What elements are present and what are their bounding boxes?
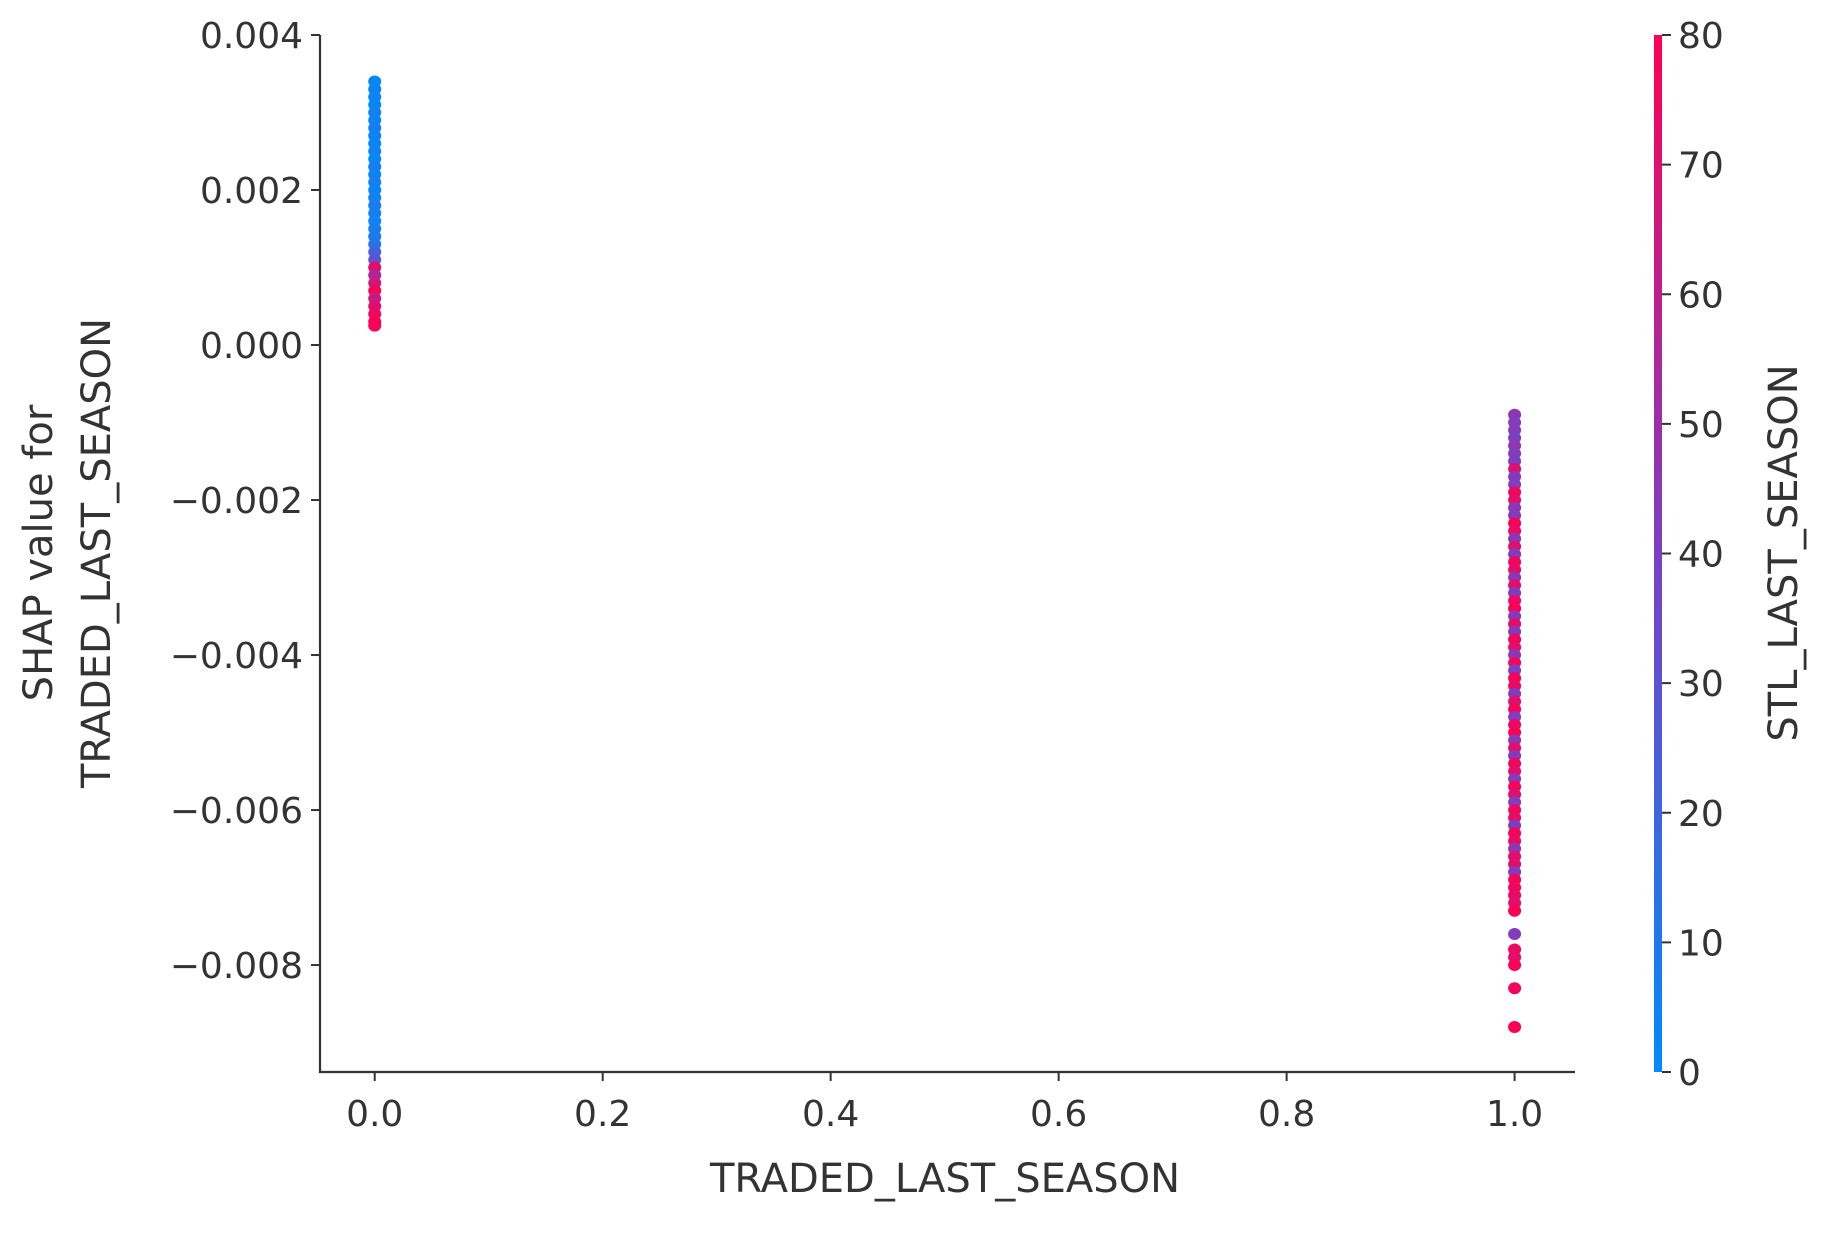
y-axis-label-line1: SHAP value for xyxy=(16,404,62,701)
x-ticks: 0.0 0.2 0.4 0.6 0.8 1.0 xyxy=(346,1072,1543,1135)
y-tick-label: −0.004 xyxy=(170,636,303,677)
data-point xyxy=(1508,904,1522,917)
x-tick-label: 0.8 xyxy=(1258,1094,1315,1135)
y-axis-label-line2: TRADED_LAST_SEASON xyxy=(74,318,120,789)
y-tick-label: −0.002 xyxy=(170,481,303,522)
colorbar-tick-label: 60 xyxy=(1678,275,1724,316)
scatter-points xyxy=(368,75,1522,1034)
y-ticks: 0.004 0.002 0.000 −0.002 −0.004 −0.006 −0.008 xyxy=(170,16,320,987)
data-point xyxy=(1508,1021,1522,1034)
x-axis-label: TRADED_LAST_SEASON xyxy=(709,1156,1180,1202)
x-tick-label: 0.0 xyxy=(346,1094,403,1135)
y-tick-label: 0.002 xyxy=(200,171,303,212)
colorbar-tick-label: 70 xyxy=(1678,146,1724,187)
y-tick-label: 0.000 xyxy=(200,326,303,367)
x-tick-label: 0.6 xyxy=(1030,1094,1087,1135)
colorbar xyxy=(1654,35,1662,1072)
colorbar-label: STL_LAST_SEASON xyxy=(1761,364,1807,741)
y-tick-label: −0.006 xyxy=(170,791,303,832)
colorbar-ticks: 0 10 20 30 40 50 60 70 80 xyxy=(1662,16,1724,1094)
x-tick-label: 1.0 xyxy=(1486,1094,1543,1135)
y-tick-label: −0.008 xyxy=(170,946,303,987)
colorbar-tick-label: 50 xyxy=(1678,405,1724,446)
y-tick-label: 0.004 xyxy=(200,16,303,57)
x-tick-label: 0.4 xyxy=(802,1094,859,1135)
colorbar-tick-label: 0 xyxy=(1678,1053,1701,1094)
x-tick-label: 0.2 xyxy=(574,1094,631,1135)
colorbar-tick-label: 20 xyxy=(1678,794,1724,835)
data-point xyxy=(1508,982,1522,995)
data-point xyxy=(1508,959,1522,972)
colorbar-tick-label: 80 xyxy=(1678,16,1724,57)
colorbar-tick-label: 40 xyxy=(1678,535,1724,576)
colorbar-tick-label: 30 xyxy=(1678,664,1724,705)
data-point xyxy=(1508,928,1522,941)
colorbar-tick-label: 10 xyxy=(1678,923,1724,964)
data-point xyxy=(368,319,382,332)
